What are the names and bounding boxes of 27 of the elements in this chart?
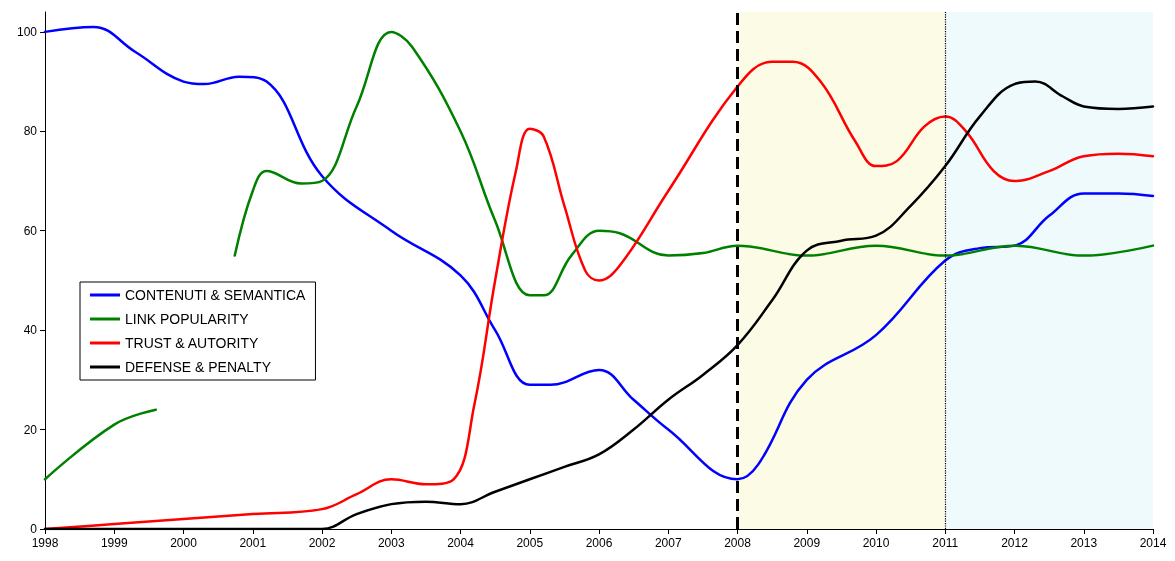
y-tick-label: 60 <box>23 223 38 238</box>
x-tick-label: 1998 <box>31 536 59 550</box>
legend-label: DEFENSE & PENALTY <box>125 359 272 375</box>
legend-label: LINK POPULARITY <box>125 311 250 327</box>
x-tick-label: 2004 <box>447 536 475 550</box>
x-tick-label: 2012 <box>1001 536 1029 550</box>
x-tick-label: 2003 <box>377 536 405 550</box>
x-tick-label: 2011 <box>932 536 959 550</box>
legend-label: TRUST & AUTORITY <box>125 335 259 351</box>
x-tick-label: 2008 <box>724 536 752 550</box>
x-tick-label: 2001 <box>239 536 267 550</box>
y-tick-label: 80 <box>23 124 38 139</box>
x-tick-label: 2007 <box>654 536 682 550</box>
legend-label: CONTENUTI & SEMANTICA <box>125 287 307 303</box>
y-tick-label: 0 <box>30 522 38 536</box>
x-tick-label: 2000 <box>170 536 198 550</box>
x-tick-label: 2014 <box>1139 536 1167 550</box>
x-tick-label: 2013 <box>1070 536 1098 550</box>
x-tick-label: 2006 <box>585 536 613 550</box>
y-tick-label: 100 <box>16 24 38 39</box>
x-tick-label: 2009 <box>793 536 821 550</box>
x-tick-label: 2002 <box>308 536 336 550</box>
x-tick-label: 2005 <box>516 536 544 550</box>
x-tick-label: 1999 <box>100 536 128 550</box>
y-tick-label: 20 <box>23 422 38 437</box>
y-tick-label: 40 <box>23 323 38 338</box>
x-tick-label: 2010 <box>862 536 890 550</box>
